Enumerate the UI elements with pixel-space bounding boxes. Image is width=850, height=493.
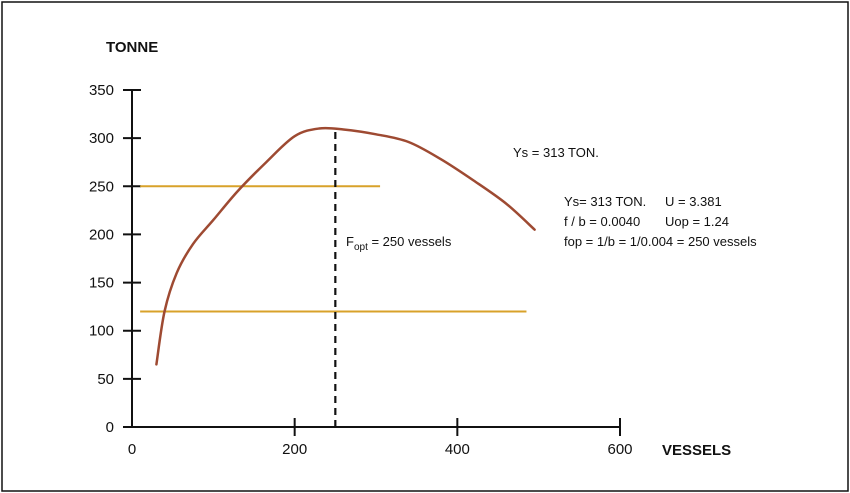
y-tick-label: 350 — [89, 82, 114, 99]
fopt-annotation: Fopt = 250 vessels — [346, 234, 452, 253]
fop-annotation: fop = 1/b = 1/0.004 = 250 vessels — [564, 234, 757, 249]
reference-lines — [140, 129, 527, 427]
fopt-symbol: F — [346, 234, 354, 249]
ys-annotation: Ys = 313 TON. — [513, 145, 599, 160]
tick-layer: 350 300 250 200 150 100 50 00 200 400 600 — [89, 82, 633, 458]
fb-annotation: f / b = 0.0040 — [564, 214, 640, 229]
y-tick-label: 200 — [89, 226, 114, 243]
fopt-subscript: opt — [354, 242, 368, 253]
uop-annotation: Uop = 1.24 — [665, 214, 729, 229]
y-tick-label: 0 — [106, 419, 114, 436]
y-tick-label: 250 — [89, 178, 114, 195]
y-tick-label: 100 — [89, 323, 114, 340]
x-axis-title: VESSELS — [662, 442, 731, 459]
fopt-value: = 250 vessels — [368, 234, 452, 249]
y-axis-title: TONNE — [106, 39, 158, 56]
u-annotation: U = 3.381 — [665, 194, 722, 209]
x-tick-label: 600 — [607, 441, 632, 458]
x-tick-label: 400 — [445, 441, 470, 458]
y-tick-label: 50 — [97, 371, 114, 388]
x-tick-label: 0 — [128, 441, 136, 458]
series-curve — [155, 126, 536, 366]
y-tick-label: 150 — [89, 275, 114, 292]
ys-line-annotation: Ys= 313 TON. — [564, 194, 646, 209]
x-tick-label: 200 — [282, 441, 307, 458]
y-tick-label: 300 — [89, 130, 114, 147]
